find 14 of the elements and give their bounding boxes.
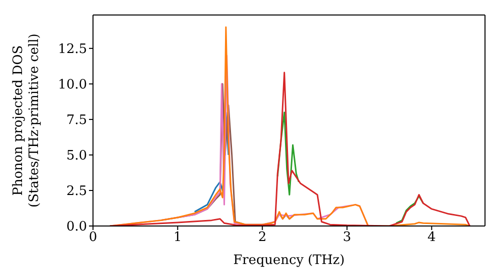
x-tick-label: 4: [428, 230, 436, 246]
x-tick-label: 3: [342, 230, 352, 246]
y-tick-label: 5.0: [66, 148, 87, 164]
y-tick-label: 0.0: [66, 220, 87, 235]
y-tick-label: 2.5: [66, 184, 87, 200]
x-axis-title: Frequency (THz): [233, 253, 345, 268]
y-tick-label: 12.5: [58, 42, 87, 58]
x-tick-label: 1: [174, 230, 182, 246]
y-tick-label: 10.0: [58, 78, 87, 93]
y-tick-label: 7.5: [66, 113, 87, 128]
x-tick-label: 2: [258, 230, 266, 246]
y-axis-title: Phonon projected DOS (States/THz·primitive cell): [11, 33, 42, 208]
x-tick-label: 0: [88, 230, 98, 246]
line-series: [109, 72, 471, 226]
